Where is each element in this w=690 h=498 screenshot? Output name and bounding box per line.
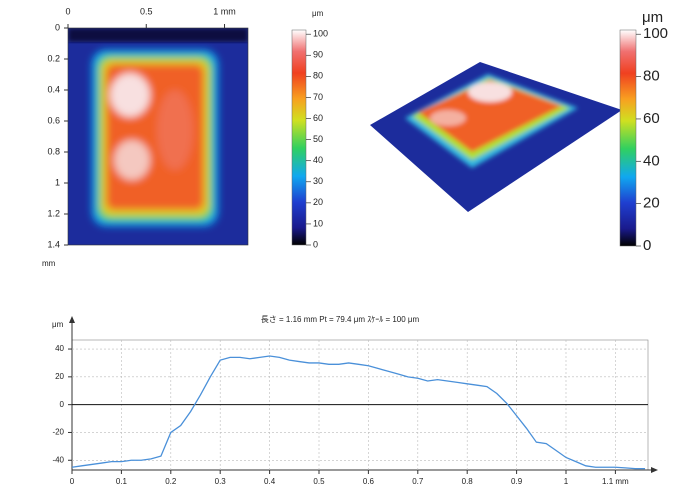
colorbar-tick-label: 80: [643, 68, 660, 85]
colorbar: [619, 29, 637, 247]
y-tick-label: 0.4: [47, 84, 60, 94]
colorbar-tick-label: 40: [313, 155, 323, 165]
colorbar-tick-label: 100: [643, 25, 668, 42]
y-tick-label: 0.8: [47, 146, 60, 156]
colorbar-tick-label: 50: [313, 134, 323, 144]
y-tick-label: 1.2: [47, 208, 60, 218]
x-tick-label: 0.5: [140, 6, 153, 16]
x-tick-label: 0.1: [116, 477, 128, 486]
colorbar-tick-label: 90: [313, 50, 323, 60]
colorbar-tick-label: 70: [313, 92, 323, 102]
y-axis-label: μm: [52, 320, 64, 329]
y-axis-label: mm: [42, 259, 56, 268]
x-tick-label: 0.5: [313, 477, 325, 486]
colorbar-tick-label: 30: [313, 176, 323, 186]
colorbar-label: μm: [312, 9, 324, 18]
x-tick-label: 0: [70, 477, 75, 486]
heatmap-frame: [67, 27, 249, 246]
y-tick-label: 1.4: [47, 239, 60, 249]
colorbar-label: μm: [642, 9, 663, 26]
colorbar: [291, 29, 307, 246]
surface-image: [370, 62, 622, 212]
colorbar-tick-label: 60: [643, 110, 660, 127]
x-tick-label: 0.9: [511, 477, 523, 486]
colorbar-tick-label: 10: [313, 218, 323, 228]
colorbar-tick-label: 0: [643, 237, 651, 254]
x-tick-label: 1.1 mm: [602, 477, 629, 486]
chart-title: 長さ = 1.16 mm Pt = 79.4 μm ｽｹｰﾙ = 100 μm: [261, 315, 420, 324]
y-tick-label: 0.2: [47, 53, 60, 63]
x-tick-label: 1: [564, 477, 569, 486]
y-tick-label: 0: [60, 400, 65, 409]
colorbar-tick-label: 60: [313, 113, 323, 123]
colorbar-tick-label: 40: [643, 152, 660, 169]
y-tick-label: 1: [55, 177, 60, 187]
y-tick-label: -20: [52, 428, 64, 437]
y-tick-label: 20: [55, 372, 64, 381]
colorbar-tick-label: 100: [313, 29, 328, 39]
y-tick-label: 0.6: [47, 115, 60, 125]
x-tick-label: 0: [65, 6, 70, 16]
y-tick-label: 40: [55, 344, 64, 353]
colorbar-tick-label: 0: [313, 239, 318, 249]
arrow-head: [69, 316, 75, 323]
arrow-head: [651, 467, 658, 473]
x-tick-label: 0.2: [165, 477, 177, 486]
colorbar-tick-label: 20: [313, 197, 323, 207]
profile-line: [71, 355, 646, 470]
x-tick-label: 0.3: [215, 477, 227, 486]
y-tick-label: 0: [55, 22, 60, 32]
colorbar-tick-label: 80: [313, 71, 323, 81]
x-tick-label: 0.8: [462, 477, 474, 486]
x-tick-label: 0.7: [412, 477, 424, 486]
x-tick-label: 1 mm: [213, 6, 236, 16]
colorbar-tick-label: 20: [643, 195, 660, 212]
y-tick-label: -40: [52, 455, 64, 464]
x-tick-label: 0.6: [363, 477, 375, 486]
x-tick-label: 0.4: [264, 477, 276, 486]
heatmap-image: [68, 28, 248, 245]
